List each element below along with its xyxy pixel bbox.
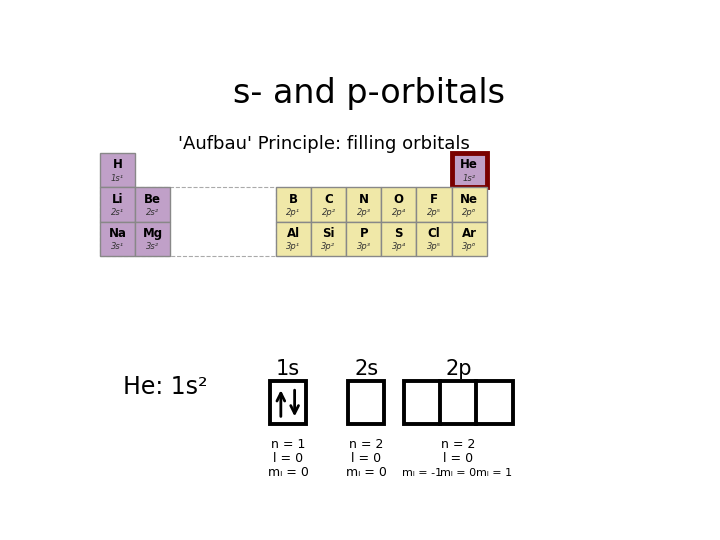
Text: 2s²: 2s² (146, 208, 159, 217)
Text: mₗ = 0: mₗ = 0 (346, 466, 387, 479)
Text: S: S (395, 227, 403, 240)
Text: N: N (359, 193, 369, 206)
Text: 3p³: 3p³ (356, 242, 371, 251)
Text: 1s²: 1s² (462, 174, 476, 183)
Bar (451, 153, 487, 187)
Text: 3p⁵: 3p⁵ (427, 242, 441, 251)
Text: O: O (394, 193, 404, 206)
Text: 1s: 1s (276, 359, 300, 379)
Text: 2p¹: 2p¹ (287, 208, 300, 217)
Text: 3s²: 3s² (146, 242, 159, 251)
Bar (276, 221, 311, 255)
Text: He: He (460, 158, 478, 172)
Text: 1s¹: 1s¹ (111, 174, 124, 183)
Text: Ne: Ne (460, 193, 478, 206)
Text: 3p²: 3p² (322, 242, 336, 251)
Text: Na: Na (109, 227, 127, 240)
Text: 2p: 2p (445, 359, 472, 379)
Text: mₗ = 0: mₗ = 0 (268, 466, 309, 479)
Bar (382, 221, 416, 255)
Text: l = 0: l = 0 (444, 452, 473, 465)
Text: l = 0: l = 0 (351, 452, 382, 465)
Text: 'Aufbau' Principle: filling orbitals: 'Aufbau' Principle: filling orbitals (179, 135, 470, 153)
Text: mₗ = 0: mₗ = 0 (440, 468, 477, 478)
Bar (276, 187, 311, 221)
Text: 2p⁴: 2p⁴ (392, 208, 406, 217)
Text: 2p³: 2p³ (356, 208, 371, 217)
Text: Si: Si (323, 227, 335, 240)
Text: He: 1s²: He: 1s² (123, 375, 207, 399)
Text: n = 2: n = 2 (441, 438, 475, 451)
Text: n = 1: n = 1 (271, 438, 305, 451)
Text: s- and p-orbitals: s- and p-orbitals (233, 77, 505, 110)
Bar (346, 221, 382, 255)
Bar (348, 381, 384, 424)
Bar (270, 381, 306, 424)
Bar (416, 221, 451, 255)
Text: 3p¹: 3p¹ (287, 242, 300, 251)
Text: B: B (289, 193, 298, 206)
Bar (100, 187, 276, 255)
Text: 2s: 2s (354, 359, 378, 379)
Text: 2p⁶: 2p⁶ (462, 208, 476, 217)
Bar (346, 187, 382, 221)
Text: Cl: Cl (428, 227, 441, 240)
Text: F: F (430, 193, 438, 206)
Text: 3p⁶: 3p⁶ (462, 242, 476, 251)
Text: P: P (359, 227, 368, 240)
Text: Be: Be (144, 193, 161, 206)
Text: Li: Li (112, 193, 123, 206)
Bar (451, 187, 487, 221)
Text: l = 0: l = 0 (273, 452, 303, 465)
Bar (135, 187, 171, 221)
Text: Al: Al (287, 227, 300, 240)
Bar (100, 221, 135, 255)
Bar (311, 187, 346, 221)
Text: 2p⁵: 2p⁵ (427, 208, 441, 217)
Text: C: C (324, 193, 333, 206)
Text: 2p²: 2p² (322, 208, 336, 217)
Text: mₗ = -1: mₗ = -1 (402, 468, 442, 478)
Text: H: H (113, 158, 122, 172)
Bar (382, 187, 416, 221)
Bar (451, 221, 487, 255)
Bar (100, 187, 135, 221)
Text: 3p⁴: 3p⁴ (392, 242, 406, 251)
Bar (311, 221, 346, 255)
Bar (416, 187, 451, 221)
Text: 3s¹: 3s¹ (111, 242, 124, 251)
Bar (100, 153, 135, 187)
Bar (135, 221, 171, 255)
Text: Ar: Ar (462, 227, 477, 240)
Text: Mg: Mg (143, 227, 163, 240)
Bar (404, 381, 513, 424)
Text: mₗ = 1: mₗ = 1 (477, 468, 513, 478)
Text: 2s¹: 2s¹ (111, 208, 124, 217)
Text: n = 2: n = 2 (349, 438, 383, 451)
